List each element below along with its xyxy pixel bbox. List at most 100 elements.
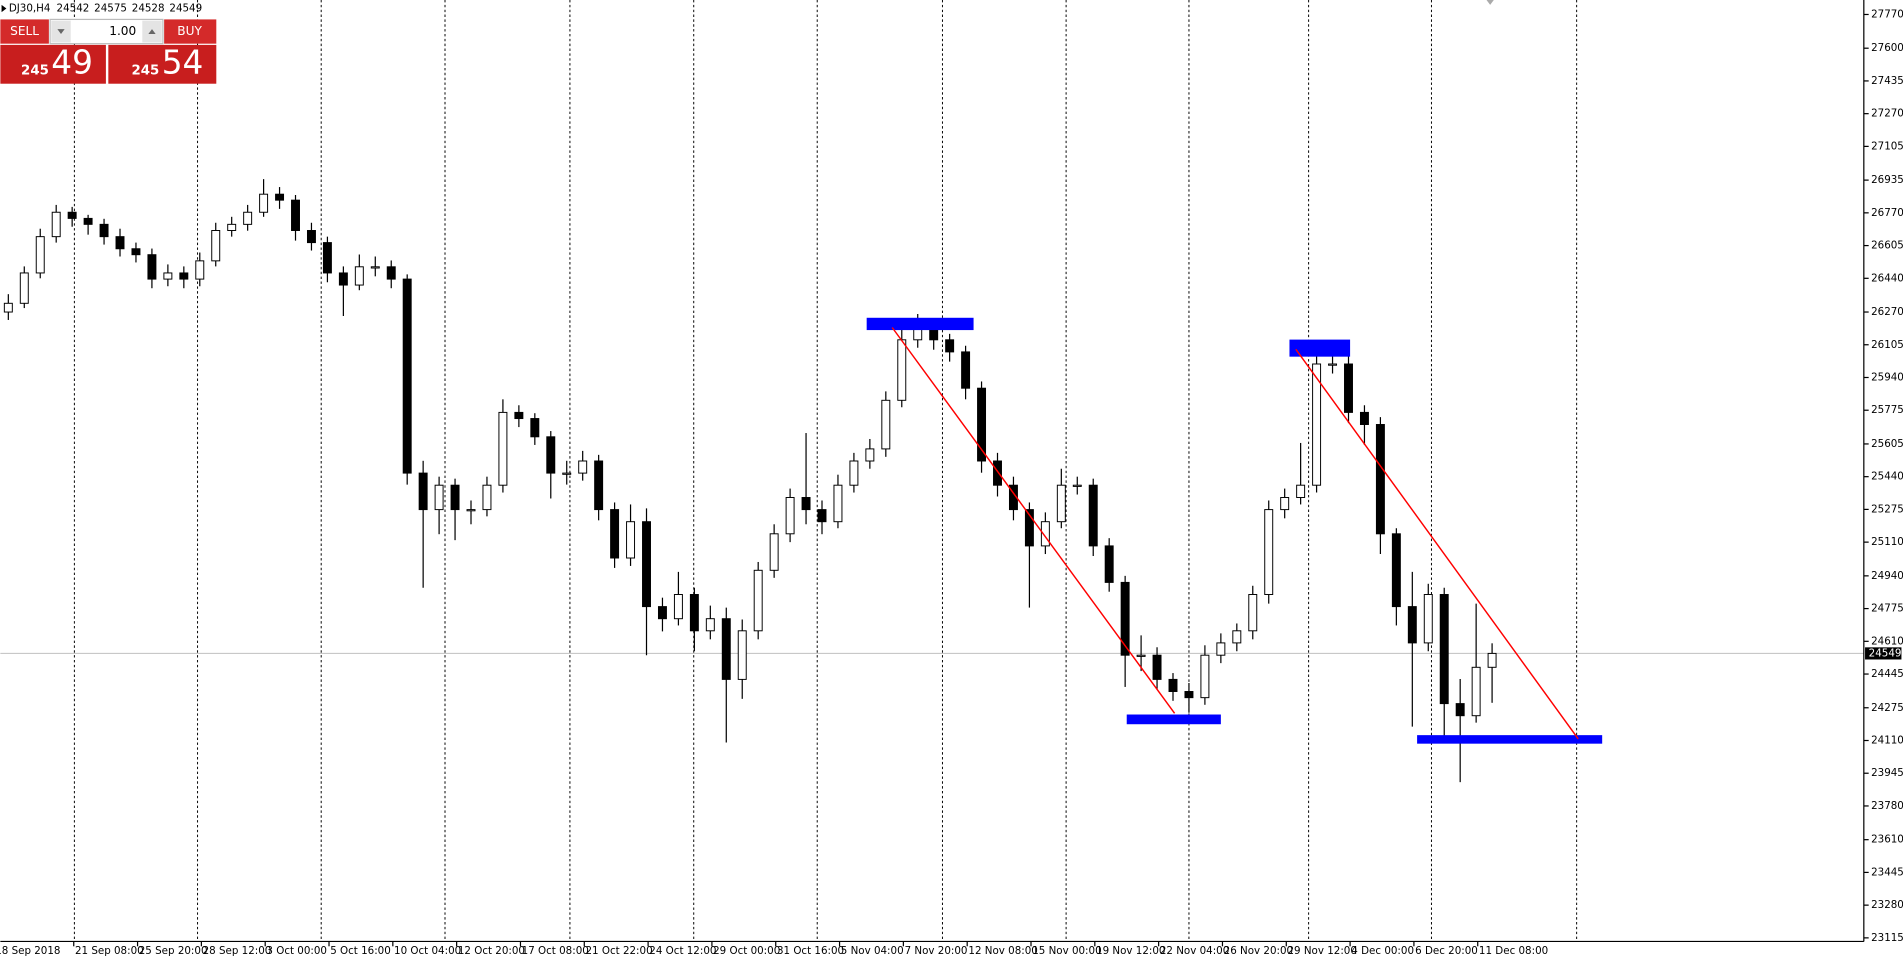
candle-body	[306, 230, 316, 244]
ohlc-high: 24575	[94, 2, 127, 14]
y-tick-label: 26935	[1871, 174, 1903, 186]
candle-body	[498, 411, 508, 486]
y-tick-label: 27270	[1871, 108, 1903, 120]
candle-body	[115, 236, 125, 250]
x-tick-label: 19 Nov 12:00	[1096, 945, 1165, 956]
x-tick-label: 5 Nov 04:00	[841, 945, 904, 956]
y-tick-label: 25605	[1871, 438, 1903, 450]
header-text: DJ30,H4 24542 24575 24528 24549	[9, 2, 202, 14]
candle-body	[530, 418, 540, 438]
lots-value[interactable]: 1.00	[109, 24, 136, 38]
rectangle-object	[1417, 735, 1603, 744]
y-tick-label: 23115	[1871, 932, 1903, 944]
candle-body	[689, 594, 699, 632]
candle-body	[434, 484, 444, 511]
candle-body	[961, 351, 971, 389]
candle-body	[546, 436, 556, 474]
candle-body	[338, 272, 348, 286]
candle-body	[370, 266, 380, 269]
candle-body	[610, 509, 620, 559]
candle-body	[849, 460, 859, 486]
candle-body	[1359, 411, 1369, 425]
candle-body	[1264, 509, 1274, 595]
buy-label[interactable]: BUY	[177, 24, 202, 38]
candle-body	[466, 509, 476, 512]
x-tick-label: 10 Oct 04:00	[394, 945, 461, 956]
candle-body	[753, 569, 763, 632]
candle-body	[1423, 594, 1433, 644]
y-tick-label: 24940	[1871, 570, 1903, 582]
candle-body	[195, 260, 205, 280]
candle-body	[721, 618, 731, 680]
candle-body	[482, 484, 492, 511]
candle-body	[737, 630, 747, 680]
trend-line	[1295, 348, 1579, 740]
candle-body	[450, 484, 460, 511]
sell-price-small: 49	[51, 43, 93, 81]
sell-label[interactable]: SELL	[10, 24, 39, 38]
candle-body	[642, 521, 651, 608]
current-price-label: 24549	[1869, 647, 1902, 659]
candle-body	[945, 339, 955, 353]
candle-body	[881, 399, 891, 450]
y-tick-label: 23610	[1871, 834, 1903, 846]
candle-body	[386, 266, 396, 280]
buy-price-box[interactable]	[108, 44, 217, 84]
y-tick-label: 23445	[1871, 866, 1903, 878]
x-tick-label: 29 Oct 00:00	[713, 945, 780, 956]
y-tick-label: 25110	[1871, 536, 1903, 548]
y-tick-label: 25940	[1871, 371, 1903, 383]
candle-body	[993, 460, 1002, 486]
candle-body	[1471, 666, 1481, 717]
x-tick-label: 28 Sep 12:00	[203, 945, 272, 956]
x-tick-label: 24 Oct 12:00	[649, 945, 716, 956]
rectangle-object	[1289, 339, 1351, 357]
candle-body	[227, 223, 237, 231]
candle-body	[626, 521, 636, 559]
candle-body	[1200, 654, 1210, 699]
up-arrow	[148, 29, 156, 34]
header: DJ30,H4 24542 24575 24528 24549	[1, 2, 202, 14]
candle-body	[1296, 484, 1306, 498]
candle-body	[131, 248, 141, 256]
header-arrow	[1, 4, 7, 13]
candle-body	[562, 472, 572, 475]
rectangle-object	[866, 317, 974, 331]
x-tick-label: 6 Dec 20:00	[1415, 945, 1478, 956]
x-tick-label: 11 Dec 08:00	[1479, 945, 1548, 956]
y-tick-label: 27105	[1871, 140, 1903, 152]
sell-button[interactable]	[0, 19, 49, 44]
candle-body	[705, 618, 715, 632]
candle-body	[291, 199, 300, 231]
candle-body	[1407, 606, 1417, 644]
buy-button[interactable]	[164, 19, 217, 44]
sell-price-big: 245	[21, 63, 49, 78]
candle-body	[897, 339, 907, 401]
y-tick-label: 26440	[1871, 272, 1903, 284]
candle-body	[1040, 521, 1050, 547]
y-tick-label: 24445	[1871, 668, 1903, 680]
y-tick-label: 23780	[1871, 800, 1903, 812]
candle-body	[1487, 652, 1497, 668]
candle-body	[3, 302, 13, 313]
candle-body	[1248, 594, 1258, 632]
candle-body	[147, 254, 157, 280]
y-tick-label: 25775	[1871, 404, 1903, 416]
y-tick-label: 24110	[1871, 734, 1903, 746]
candle-body	[769, 533, 779, 571]
candle-body	[977, 387, 987, 462]
x-tick-label: 12 Oct 20:00	[458, 945, 525, 956]
y-tick-label: 26105	[1871, 339, 1903, 351]
y-tick-label: 25440	[1871, 471, 1903, 483]
sell-price-box[interactable]	[0, 44, 106, 84]
y-tick-label: 26605	[1871, 240, 1903, 252]
x-tick-label: 21 Sep 08:00	[75, 945, 144, 956]
candle-body	[322, 242, 332, 274]
candle-body	[1232, 630, 1242, 644]
candle-body	[865, 448, 875, 462]
ohlc-open: 24542	[57, 2, 90, 14]
y-tick-label: 25275	[1871, 503, 1903, 515]
candle-body	[1439, 594, 1449, 705]
candle-body	[1312, 363, 1322, 486]
